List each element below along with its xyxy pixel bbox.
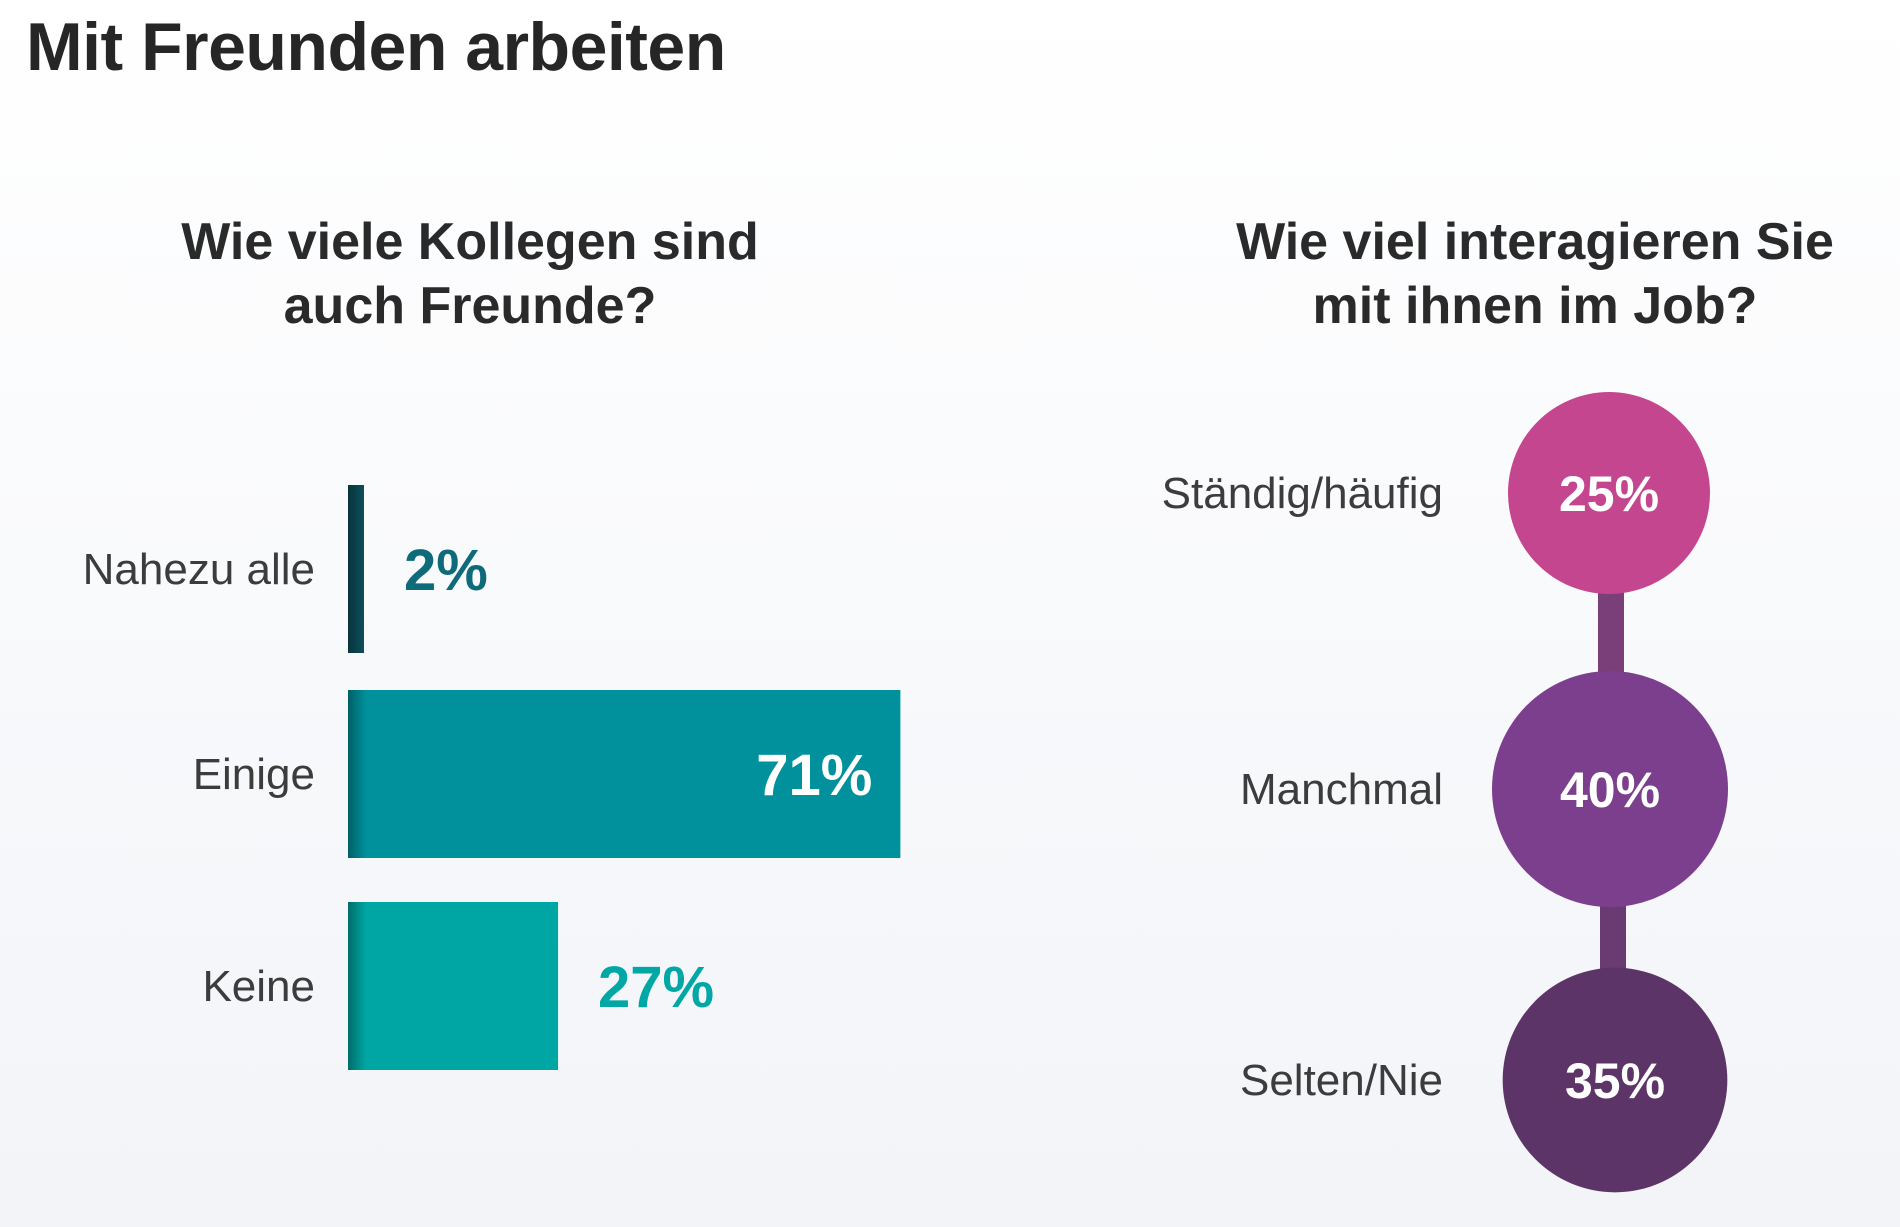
bubble-chart: 25% Ständig/häufig 40% Manchmal 35% Selten/Ni… [1162,392,1728,1193]
bubble-value-label: 25% [1559,466,1659,522]
bar-chart-title: Wie viele Kollegen sind auch Freunde? [181,213,759,335]
bubble-value-label: 35% [1565,1053,1665,1109]
bar-value-label: 71% [756,743,872,808]
bar-value-label: 2% [404,538,488,603]
bubble-category-label: Manchmal [1240,765,1443,814]
bar-value-label: 27% [598,955,714,1020]
bar-category-label: Einige [193,750,315,799]
bar-shade-1 [348,485,364,653]
page-title: Mit Freunden arbeiten [26,9,726,85]
bubble-category-label: Ständig/häufig [1162,469,1443,518]
bar-category-label: Nahezu alle [83,545,315,594]
bar-2 [348,690,901,858]
bubble-3 [1502,967,1728,1193]
bubble-1 [1508,392,1710,594]
bar-3 [348,902,559,1070]
bubble-2 [1492,671,1728,907]
bar-category-label: Keine [202,962,315,1011]
bar-chart: Nahezu alle 2% Einige 71% Keine 27% [83,485,901,1070]
bubble-chart-title: Wie viel interagieren Sie mit ihnen im J… [1236,213,1834,335]
bar-shade-3 [348,902,366,1070]
bubble-value-label: 40% [1560,762,1660,818]
bubble-category-label: Selten/Nie [1240,1056,1443,1105]
bar-shade-2 [348,690,366,858]
